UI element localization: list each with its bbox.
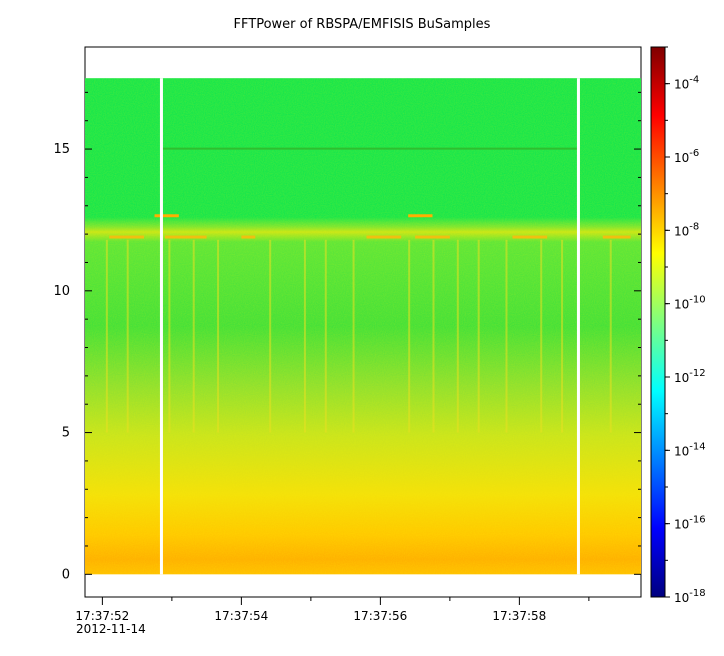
x-axis: 17:37:52 17:37:54 17:37:56 17:37:58 [75,597,590,623]
emission-streak [408,239,411,433]
colorbar-tick-label: 10-6 [674,148,699,165]
colorbar-tick-label: 10-8 [674,221,699,238]
colorbar-ticks: 10-4 10-6 10-8 10-10 10-12 10-14 10-16 10-18 [665,46,706,605]
y-tick-label: 5 [62,426,70,441]
y-tick-label: 15 [53,142,70,157]
x-tick-label: 17:37:52 [75,609,129,623]
colorbar-tick-label: 10-4 [674,75,699,92]
spectrogram-noise [85,78,641,575]
colorbar-tick-label: 10-18 [674,588,706,605]
data-gap [159,78,163,575]
emission-streak [303,239,306,433]
emission-streak [324,239,327,433]
emission-streak [105,239,108,433]
emission-streak [432,239,435,433]
x-tick-label: 17:37:58 [492,609,546,623]
y-axis: 0 5 10 15 [53,91,641,582]
emission-streak [609,239,612,433]
emission-streak [217,239,220,433]
data-gaps [159,78,580,575]
band-11-9 [415,235,450,239]
band-11-9 [241,235,256,239]
emission-streak [561,239,564,433]
band-11-9 [366,235,402,239]
emission-streak [126,239,129,433]
emission-streak [456,239,459,433]
x-tick-sublabel: 2012-11-14 [76,622,146,636]
colorbar-tick-label: 10-12 [674,368,706,385]
colorbar-tick-label: 10-10 [674,295,706,312]
y-tick-label: 10 [53,284,70,299]
band-11-9 [164,235,207,239]
band-12-65 [154,214,179,218]
emission-streak [352,239,355,433]
spectrogram-image [85,78,641,575]
emission-streak [168,239,171,433]
chart-title: FFTPower of RBSPA/EMFISIS BuSamples [233,17,491,32]
line-15 [161,147,579,150]
x-tick-label: 17:37:54 [214,609,268,623]
emission-streak [192,239,195,433]
emission-streak [477,239,480,433]
band-11-9 [109,235,145,239]
data-gap [576,78,580,575]
band-11-9 [512,235,548,239]
emission-streak [269,239,272,433]
band-12-65 [408,214,433,218]
emission-streak [505,239,508,433]
colorbar [650,46,666,598]
band-11-9 [602,235,631,239]
x-tick-label: 17:37:56 [353,609,407,623]
colorbar-tick-label: 10-16 [674,515,706,532]
emission-streak [540,239,543,433]
y-tick-label: 0 [62,567,70,582]
spectral-features [109,147,631,239]
colorbar-tick-label: 10-14 [674,441,706,458]
